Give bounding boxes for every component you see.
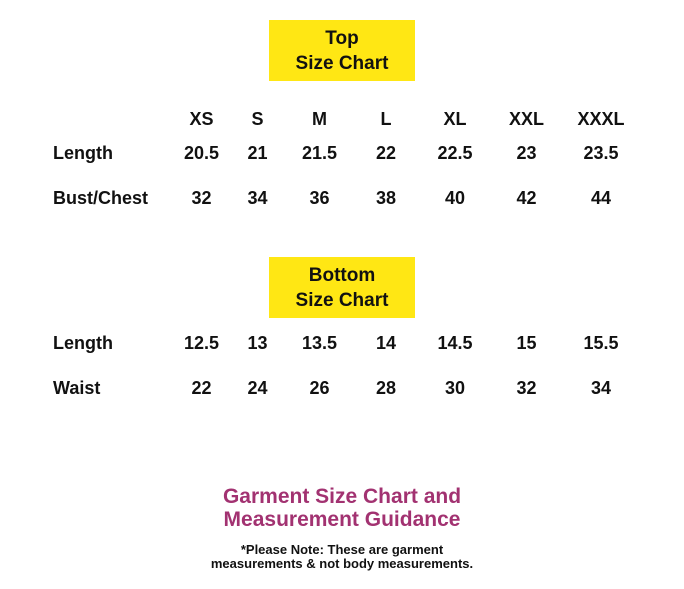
measurement-value-cell: 32 — [191, 187, 212, 208]
measurement-value-cell: 13.5 — [301, 333, 338, 353]
measurement-value-cell: 20.5 — [183, 142, 220, 163]
measurement-value-cell: 21.5 — [301, 142, 338, 163]
measurement-value-cell: 22 — [191, 378, 212, 398]
bottom-size-chart-title-line: Size Chart — [295, 290, 389, 311]
measurement-row-label: Length — [53, 333, 113, 353]
measurement-value-cell: 21 — [247, 142, 268, 163]
measurement-value-cell: 22 — [375, 142, 397, 163]
measurement-value-cell: 15 — [516, 333, 537, 353]
measurement-value-cell: 26 — [309, 378, 330, 398]
measurement-value-cell: 23.5 — [583, 142, 619, 163]
measurement-row-label: Bust/Chest — [53, 187, 149, 208]
footer-note-line: *Please Note: These are garment — [240, 542, 444, 557]
measurement-value-cell: 38 — [375, 187, 397, 208]
measurement-value-cell: 28 — [375, 378, 397, 398]
measurement-value-cell: 22.5 — [437, 142, 473, 163]
size-column-header: XXXL — [577, 108, 625, 129]
measurement-row: Waist 22 24 26 28 30 32 34 — [40, 366, 639, 411]
measurement-row: Length 12.5 13 13.5 14 14.5 15 15.5 — [40, 321, 639, 366]
measurement-value-cell: 32 — [516, 378, 537, 398]
footer-heading: Garment Size Chart and Measurement Guida… — [0, 485, 684, 531]
bottom-size-chart-title: Bottom Size Chart — [269, 257, 415, 318]
measurement-value-cell: 15.5 — [583, 333, 619, 353]
measurement-value-cell: 44 — [590, 187, 612, 208]
measurement-value-cell: 34 — [247, 187, 268, 208]
top-size-chart-title-line: Size Chart — [295, 53, 389, 74]
footer-heading-line: Garment Size Chart and — [222, 485, 462, 508]
footer-note-line: measurements & not body measurements. — [210, 556, 474, 571]
corner-cell — [40, 101, 175, 137]
measurement-value-cell: 42 — [516, 187, 537, 208]
footer-note: *Please Note: These are garment measurem… — [0, 543, 684, 571]
measurement-value-cell: 13 — [247, 333, 268, 353]
measurement-value-cell: 14.5 — [437, 333, 473, 353]
measurement-value-cell: 14 — [375, 333, 397, 353]
size-column-header: M — [312, 108, 327, 129]
top-size-chart-title: Top Size Chart — [269, 20, 415, 81]
measurement-value-cell: 40 — [444, 187, 466, 208]
bottom-size-table: Length 12.5 13 13.5 14 14.5 15 15.5 Waist 22 24 26 2… — [40, 321, 639, 411]
size-column-header: XS — [189, 108, 214, 129]
top-size-table: XS S M L XL XXL XXXL Length 20.5 21 21.5 22 22.5 23 23… — [40, 101, 639, 227]
measurement-value-cell: 36 — [309, 187, 330, 208]
measurement-value-cell: 30 — [444, 378, 466, 398]
footer-heading-line: Measurement Guidance — [223, 508, 461, 531]
measurement-row: Bust/Chest 32 34 36 38 40 42 44 — [40, 169, 639, 227]
measurement-value-cell: 34 — [590, 378, 612, 398]
size-column-header: XXL — [508, 108, 544, 129]
measurement-value-cell: 24 — [247, 378, 268, 398]
measurement-value-cell: 12.5 — [183, 333, 220, 353]
measurement-row-label: Length — [53, 142, 113, 163]
measurement-value-cell: 23 — [516, 142, 537, 163]
top-size-chart-title-line: Top — [325, 28, 359, 49]
measurement-row: Length 20.5 21 21.5 22 22.5 23 23.5 — [40, 137, 639, 169]
size-column-header: XL — [443, 108, 467, 129]
measurement-row-label: Waist — [53, 378, 101, 398]
size-column-header: S — [251, 108, 264, 129]
bottom-size-chart-title-line: Bottom — [308, 265, 376, 286]
size-column-header: L — [380, 108, 392, 129]
size-header-row: XS S M L XL XXL XXXL — [40, 101, 639, 137]
